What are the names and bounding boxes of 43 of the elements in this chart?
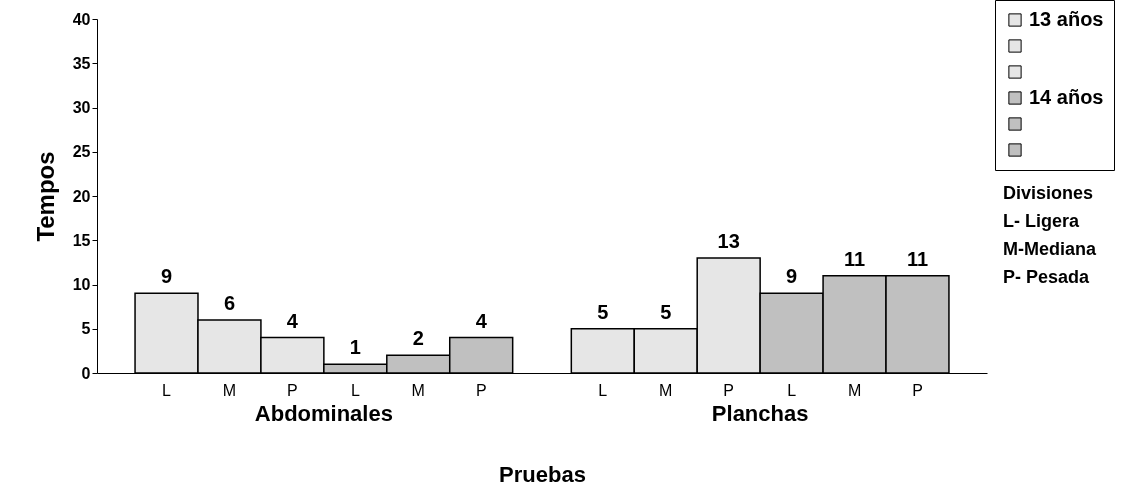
data-label: 4 — [286, 309, 299, 332]
text: L — [350, 382, 360, 399]
data-label: 9 — [160, 265, 173, 288]
y-tick-label: 30 — [72, 99, 91, 116]
y-tick-label: 15 — [72, 231, 91, 249]
text: P — [723, 382, 734, 399]
text: Divisiones — [1003, 183, 1094, 203]
text: L — [787, 382, 797, 399]
y-tick-label: 5 — [81, 320, 91, 338]
text: L — [162, 382, 172, 399]
y-tick-label: 25 — [72, 143, 91, 161]
x-tick-label: Abdominales — [254, 400, 393, 426]
data-label: 13 — [717, 229, 740, 252]
text: P — [287, 382, 298, 399]
text: M-Mediana — [1003, 239, 1097, 259]
y-tick-label: 35 — [72, 54, 91, 72]
y-tick-label: 20 — [72, 187, 91, 205]
text: L — [598, 382, 608, 399]
data-label: 11 — [906, 247, 929, 270]
text: M — [411, 382, 425, 399]
text: P — [475, 382, 487, 399]
data-label: 5 — [660, 300, 672, 323]
data-label: 5 — [597, 300, 609, 323]
data-label: 6 — [223, 291, 236, 314]
y-tick-label: 40 — [72, 10, 91, 28]
data-label: 9 — [786, 265, 798, 288]
y-tick-label: 10 — [72, 276, 91, 293]
text: L- Ligera — [1003, 211, 1080, 231]
text: M — [847, 382, 862, 399]
text: M — [222, 382, 237, 399]
text: P — [912, 382, 923, 399]
data-label: 1 — [349, 336, 361, 359]
data-label: 4 — [475, 309, 488, 332]
legend-label: 14 años — [1029, 86, 1104, 108]
data-label: 11 — [843, 247, 866, 270]
x-axis-title: Pruebas — [499, 461, 586, 487]
x-tick-label: Planchas — [711, 400, 809, 426]
legend-label: 13 años — [1029, 8, 1104, 30]
text: M — [659, 382, 673, 399]
data-label: 2 — [412, 327, 424, 350]
y-axis-title: Tempos — [31, 151, 59, 242]
text: P- Pesada — [1003, 267, 1091, 287]
y-tick-label: 0 — [81, 364, 91, 382]
